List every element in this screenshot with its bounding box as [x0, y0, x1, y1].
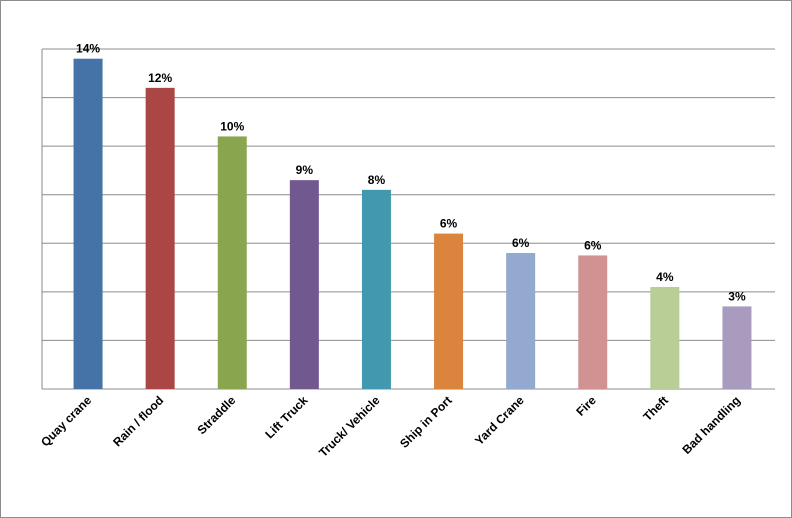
- data-label: 9%: [296, 163, 314, 177]
- bar: [289, 180, 319, 389]
- data-label: 14%: [76, 42, 100, 56]
- bar: [434, 233, 464, 389]
- data-label: 8%: [368, 173, 386, 187]
- bar: [578, 255, 608, 389]
- data-label: 6%: [512, 236, 530, 250]
- bar: [722, 306, 752, 389]
- data-label: 4%: [656, 270, 674, 284]
- data-label: 12%: [148, 71, 172, 85]
- data-label: 3%: [728, 289, 746, 303]
- data-label: 6%: [584, 238, 602, 252]
- bar: [217, 136, 247, 389]
- bar: [361, 189, 391, 389]
- bar: [145, 87, 175, 389]
- data-label: 10%: [220, 119, 244, 133]
- bar: [650, 287, 680, 389]
- bar: [73, 58, 103, 389]
- data-label: 6%: [440, 217, 458, 231]
- bar: [506, 253, 536, 389]
